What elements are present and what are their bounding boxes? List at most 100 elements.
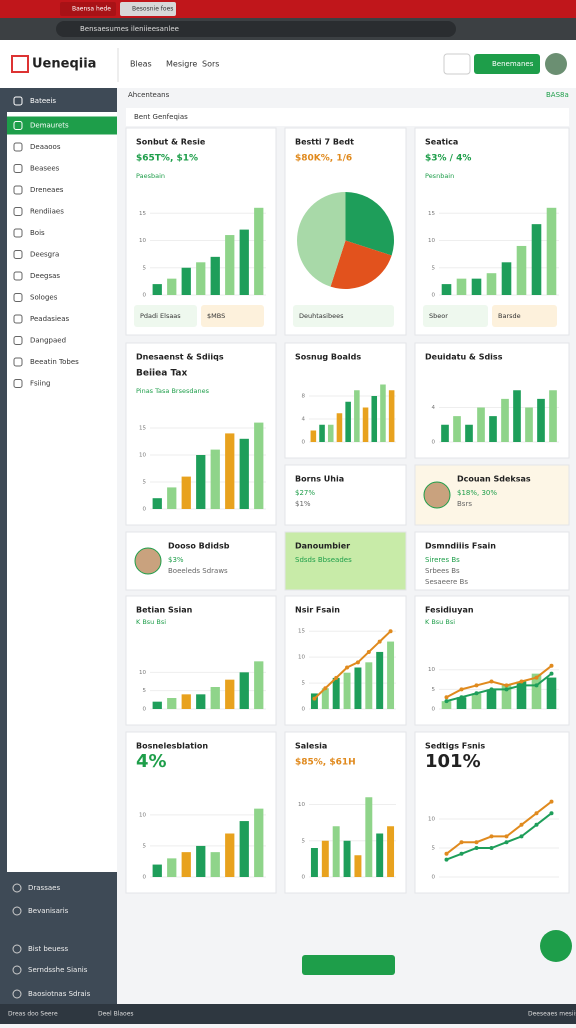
nav-icon bbox=[12, 965, 22, 975]
point bbox=[444, 857, 449, 862]
bar bbox=[486, 273, 497, 295]
card-stat: 4% bbox=[136, 751, 167, 772]
nav-icon bbox=[12, 906, 22, 916]
card-label: K Bsu Bsi bbox=[136, 618, 166, 626]
bar bbox=[310, 848, 318, 877]
nav-item[interactable]: Bateeis bbox=[30, 97, 56, 105]
card-title: Fesidiuyan bbox=[425, 606, 474, 615]
bar bbox=[354, 390, 360, 442]
nav-item[interactable]: Dreneaes bbox=[30, 186, 64, 194]
bar bbox=[152, 284, 162, 295]
card-label: Pesnbain bbox=[425, 172, 454, 180]
point bbox=[504, 683, 509, 688]
nav-item[interactable]: Beeatin Tobes bbox=[30, 358, 79, 366]
bar bbox=[254, 661, 264, 709]
primary-button-label[interactable]: Benemanes bbox=[492, 60, 534, 68]
card-line: Bsrs bbox=[457, 500, 472, 508]
y-tick-label: 0 bbox=[143, 293, 147, 299]
avatar[interactable] bbox=[545, 53, 567, 75]
tab-label[interactable]: Besosnie foes bbox=[132, 6, 173, 13]
logo: Ueneqiia bbox=[32, 57, 96, 72]
bar bbox=[387, 641, 395, 709]
nav-item[interactable]: Bist beuess bbox=[28, 945, 69, 953]
nav-link[interactable]: Bleas bbox=[130, 60, 152, 69]
card-title: Dnesaenst & Sdiiqs bbox=[136, 353, 224, 362]
footer-chip bbox=[293, 305, 394, 327]
card-stat: Beiiea Tax bbox=[136, 369, 187, 379]
tab-label[interactable]: Baensa hede bbox=[72, 6, 111, 13]
bar bbox=[167, 858, 177, 877]
card-line: Srbees Bs bbox=[425, 567, 460, 575]
nav-item[interactable]: Baosiotnas Sdrais bbox=[28, 990, 91, 998]
line bbox=[446, 812, 553, 861]
nav-link[interactable]: Mesigre bbox=[166, 60, 197, 69]
y-tick-label: 4 bbox=[432, 405, 436, 411]
card-title: Bosnelesblation bbox=[136, 742, 208, 751]
nav-item[interactable]: Bois bbox=[30, 229, 45, 237]
tab[interactable] bbox=[60, 2, 116, 16]
line bbox=[446, 672, 553, 703]
bar bbox=[537, 398, 545, 442]
y-tick-label: 10 bbox=[298, 655, 305, 661]
footer-chip bbox=[201, 305, 264, 327]
card-title: Sosnug Boalds bbox=[295, 353, 361, 362]
bar bbox=[225, 833, 235, 877]
point bbox=[519, 834, 524, 839]
y-tick-label: 5 bbox=[432, 265, 436, 271]
address[interactable]: Bensaesumes ileniieesanlee bbox=[80, 25, 179, 33]
point bbox=[549, 671, 554, 676]
point bbox=[489, 846, 494, 850]
card-title: Salesia bbox=[295, 742, 327, 751]
nav-item[interactable]: Drassaes bbox=[28, 884, 60, 892]
point bbox=[459, 840, 464, 845]
bar bbox=[210, 687, 220, 709]
pager[interactable] bbox=[302, 955, 395, 975]
bar bbox=[465, 424, 473, 442]
line bbox=[445, 800, 553, 855]
card-title: Bestti 7 Bedt bbox=[295, 138, 354, 147]
nav-item[interactable]: Sologes bbox=[30, 294, 58, 302]
bar bbox=[376, 833, 384, 877]
card bbox=[414, 731, 570, 894]
bar bbox=[441, 284, 452, 295]
bar bbox=[354, 667, 362, 709]
sidebar-panel bbox=[7, 112, 117, 872]
nav-item[interactable]: Deesgra bbox=[30, 251, 59, 259]
nav-item[interactable]: Deegsas bbox=[30, 272, 60, 280]
y-tick-label: 0 bbox=[143, 707, 147, 713]
nav-item[interactable]: Serndsshe Sianis bbox=[28, 966, 88, 974]
card-title: Dsmndiiis Fsain bbox=[425, 542, 496, 551]
nav-item[interactable]: Fsiing bbox=[30, 380, 50, 388]
icon-button[interactable] bbox=[443, 53, 471, 75]
y-tick-label: 15 bbox=[298, 629, 305, 635]
y-tick-label: 0 bbox=[302, 440, 306, 446]
y-tick-label: 4 bbox=[302, 417, 306, 423]
point bbox=[549, 799, 554, 804]
nav-item[interactable]: Beasees bbox=[30, 165, 60, 173]
pie-slice bbox=[296, 191, 346, 287]
bar bbox=[327, 424, 334, 442]
fab[interactable] bbox=[540, 930, 572, 962]
nav-item[interactable]: Rendiiaes bbox=[30, 208, 64, 216]
point bbox=[366, 649, 371, 654]
nav-item[interactable]: Peadasieas bbox=[30, 315, 69, 323]
nav-icon bbox=[13, 142, 23, 152]
bar bbox=[310, 430, 317, 442]
nav-active[interactable] bbox=[7, 116, 117, 135]
y-tick-label: 10 bbox=[139, 238, 146, 244]
point bbox=[459, 687, 464, 692]
nav-item[interactable]: Demaurets bbox=[30, 122, 69, 130]
primary-button[interactable] bbox=[474, 54, 540, 74]
bar bbox=[343, 840, 351, 877]
bar bbox=[254, 808, 264, 877]
address-bar[interactable] bbox=[56, 21, 456, 37]
tab[interactable] bbox=[120, 2, 176, 16]
y-tick-label: 0 bbox=[432, 875, 436, 881]
nav-item[interactable]: Bevanisaris bbox=[28, 907, 69, 915]
nav-link[interactable]: Sors bbox=[202, 60, 219, 69]
nav-icon bbox=[13, 336, 23, 345]
nav-item[interactable]: Dangpaed bbox=[30, 337, 66, 345]
y-tick-label: 15 bbox=[139, 426, 146, 432]
point bbox=[377, 639, 382, 644]
nav-item[interactable]: Deaaoos bbox=[30, 143, 61, 151]
